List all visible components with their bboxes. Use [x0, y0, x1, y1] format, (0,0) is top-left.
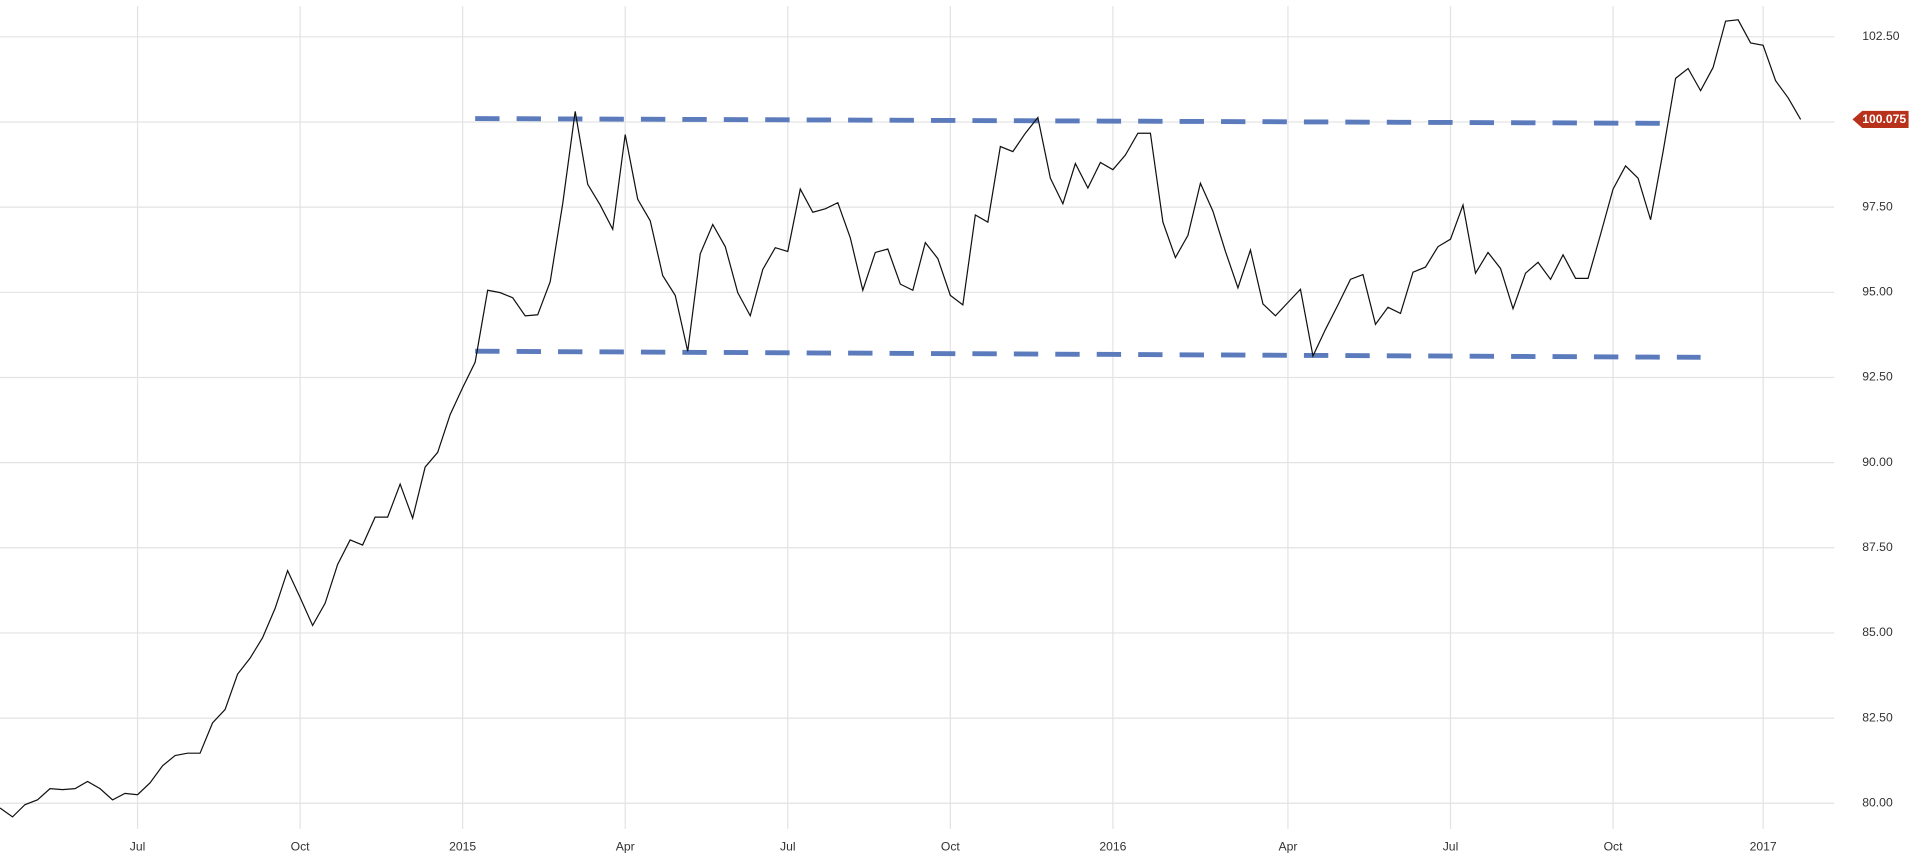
y-tick-label: 85.00	[1862, 625, 1893, 639]
x-tick-label: Jul	[130, 839, 146, 853]
x-tick-label: Oct	[291, 839, 311, 853]
x-tick-label: Apr	[1278, 839, 1297, 853]
y-tick-label: 102.50	[1862, 29, 1899, 43]
y-tick-label: 82.50	[1862, 710, 1893, 724]
x-tick-label: Oct	[1604, 839, 1624, 853]
y-tick-label: 80.00	[1862, 795, 1893, 809]
x-tick-label: 2015	[449, 839, 476, 853]
x-tick-label: Jul	[780, 839, 796, 853]
x-tick-label: Apr	[616, 839, 635, 853]
last-value-tag	[1852, 110, 1909, 128]
trend-line	[475, 116, 1670, 126]
y-tick-label: 92.50	[1862, 370, 1893, 384]
x-tick-label: Oct	[941, 839, 961, 853]
price-line	[0, 19, 1802, 818]
y-tick-label: 97.50	[1862, 199, 1893, 213]
y-tick-label: 90.00	[1862, 455, 1893, 469]
x-tick-label: 2016	[1099, 839, 1126, 853]
x-tick-label: 2017	[1750, 839, 1777, 853]
last-value-label: 100.075	[1862, 112, 1906, 126]
x-tick-label: Jul	[1443, 839, 1459, 853]
trend-line	[475, 348, 1701, 360]
y-tick-label: 95.00	[1862, 285, 1893, 299]
y-tick-label: 87.50	[1862, 540, 1893, 554]
